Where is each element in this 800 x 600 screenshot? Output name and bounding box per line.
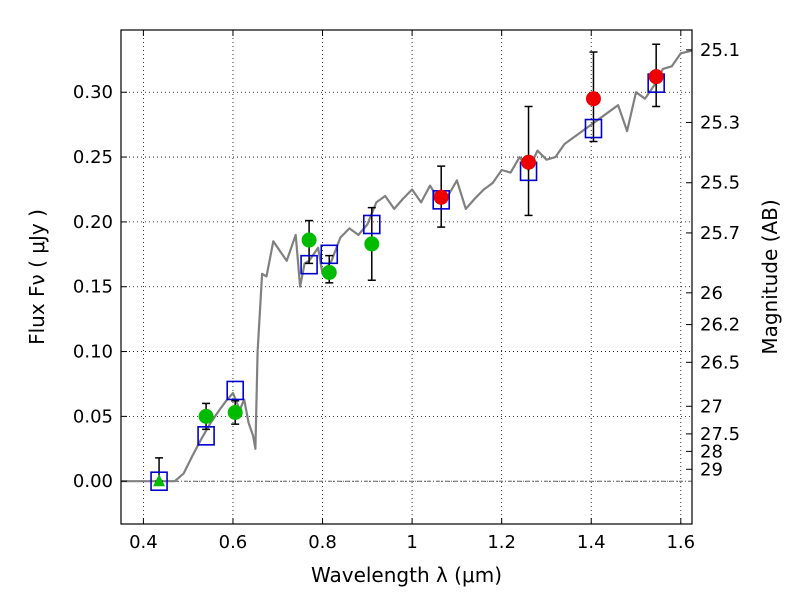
y-tick-label: 0.25 [73, 147, 113, 168]
model-square-marker [300, 254, 318, 275]
axis-ticks [121, 30, 692, 524]
data-point-circle [433, 189, 449, 205]
plot-frame [120, 29, 693, 525]
y2-tick-label: 28 [700, 441, 723, 462]
y2-tick-label: 27 [700, 396, 723, 417]
y2-tick-label: 25.3 [700, 112, 740, 133]
y2-axis-title: Magnitude (AB) [758, 199, 782, 354]
data-point-circle [364, 236, 380, 252]
model-square-marker [226, 380, 244, 401]
x-tick-label: 1 [406, 532, 417, 553]
data-markers [150, 69, 665, 492]
y2-tick-label: 26 [700, 283, 723, 304]
model-spectrum-layer [121, 49, 693, 483]
y-axis-title: Flux Fν ( μJy ) [25, 209, 49, 345]
y2-tick-label: 25.5 [700, 173, 740, 194]
data-point-circle [321, 264, 337, 280]
model-square-marker [362, 214, 381, 235]
y-tick-label: 0.10 [73, 342, 113, 363]
data-point-circle [648, 69, 664, 85]
y2-tick-label: 29 [700, 459, 723, 480]
model-square-marker [150, 471, 168, 492]
data-point-circle [198, 408, 214, 424]
x-tick-label: 1.6 [666, 532, 695, 553]
tick-labels: 0.4 0.6 0.8 1 1.2 1.4 1.6 0.00 0.05 0.10 0.15 0.20 0… [73, 40, 740, 553]
x-tick-label: 1.4 [577, 532, 606, 553]
model-spectrum-line [121, 49, 693, 483]
model-square-marker [197, 426, 215, 446]
model-square-marker [584, 118, 603, 139]
y2-tick-label: 26.2 [700, 315, 740, 336]
y-tick-label: 0.05 [73, 406, 113, 427]
x-tick-label: 0.4 [129, 532, 158, 553]
y-tick-label: 0.00 [73, 471, 113, 492]
data-point-circle [585, 91, 601, 107]
model-square-marker [320, 244, 339, 265]
upper-limit-triangle [153, 474, 166, 487]
x-tick-label: 0.8 [308, 532, 337, 553]
y-tick-label: 0.15 [73, 277, 113, 298]
y-tick-label: 0.30 [73, 82, 113, 103]
data-point-circle [227, 404, 243, 420]
y2-tick-label: 26.5 [700, 352, 740, 373]
x-tick-label: 0.6 [219, 532, 248, 553]
x-tick-label: 1.2 [487, 532, 516, 553]
y-tick-label: 0.20 [73, 212, 113, 233]
x-axis-title: Wavelength λ (μm) [311, 563, 502, 587]
data-point-circle [521, 154, 537, 170]
y2-tick-label: 25.1 [700, 40, 740, 61]
y2-tick-label: 27.5 [700, 424, 740, 445]
grid-lines [121, 30, 692, 524]
y2-tick-label: 25.7 [700, 223, 740, 244]
data-point-circle [301, 232, 317, 248]
